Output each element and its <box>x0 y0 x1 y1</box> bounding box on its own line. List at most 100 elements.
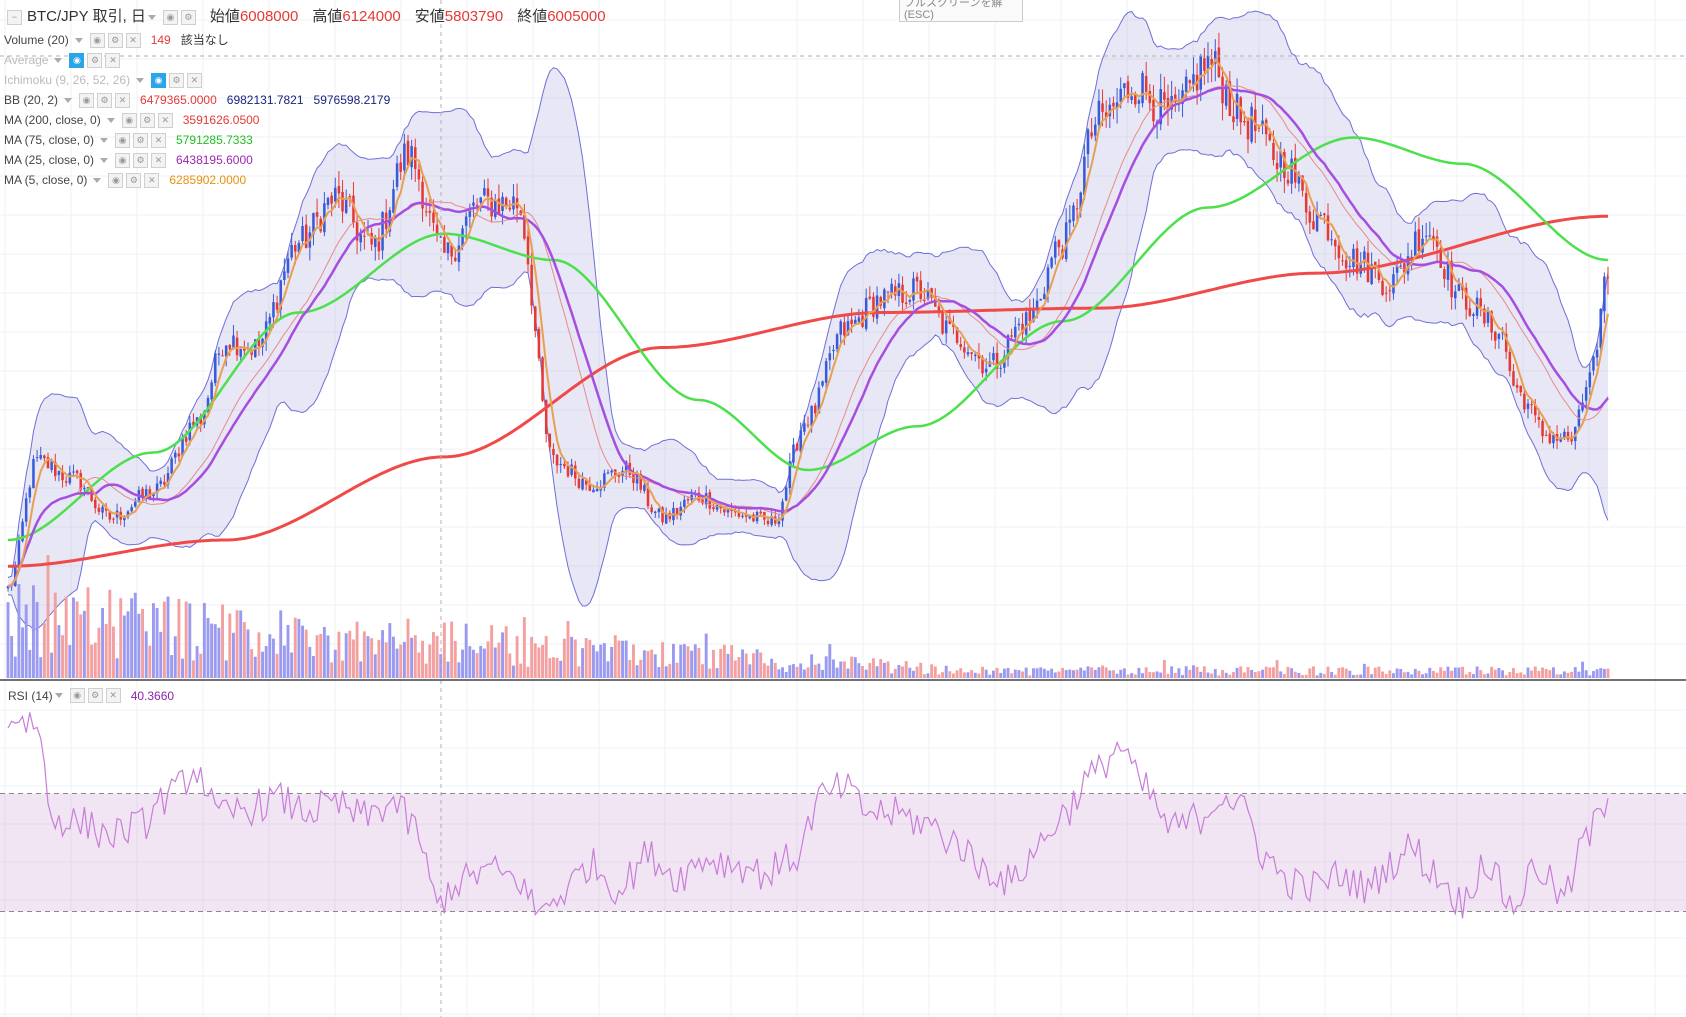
low-label: 安値 <box>414 8 445 25</box>
chevron-down-icon[interactable] <box>136 77 145 83</box>
chevron-down-icon[interactable] <box>64 97 73 103</box>
candle-body <box>112 518 115 520</box>
candle-body <box>1537 417 1541 420</box>
gear-icon[interactable]: ⚙ <box>133 132 149 148</box>
eye-icon[interactable]: ◉ <box>121 112 137 128</box>
candle-body <box>959 344 962 348</box>
eye-icon[interactable]: ◉ <box>69 52 85 68</box>
volume-bar <box>490 625 494 678</box>
close-icon[interactable]: ✕ <box>105 52 121 68</box>
candle-body <box>1348 265 1352 267</box>
volume-bar <box>1392 673 1395 678</box>
volume-bar <box>297 618 301 678</box>
gear-icon[interactable]: ⚙ <box>169 72 185 88</box>
gear-icon[interactable]: ⚙ <box>87 688 103 703</box>
indicator-row: BB (20, 2) ◉ ⚙ ✕ 6479365.0000 6982131.7821 597… <box>4 90 606 110</box>
gear-icon[interactable]: ⚙ <box>139 112 155 128</box>
candle-body <box>1090 132 1093 137</box>
volume-bar <box>850 656 854 678</box>
collapse-icon[interactable]: − <box>7 9 22 25</box>
chevron-down-icon[interactable] <box>100 137 109 143</box>
volume-bar <box>759 652 763 678</box>
candle-body <box>1323 213 1326 216</box>
chevron-down-icon[interactable] <box>100 157 109 163</box>
chevron-down-icon[interactable] <box>74 37 83 43</box>
gear-icon[interactable]: ⚙ <box>97 92 113 108</box>
indicator-label: MA (5, close, 0) <box>4 173 88 187</box>
volume-bar <box>522 617 526 678</box>
candle-body <box>799 430 802 452</box>
candle-body <box>79 472 82 491</box>
eye-icon[interactable]: ◉ <box>115 152 131 168</box>
eye-icon[interactable]: ◉ <box>108 172 124 188</box>
volume-bar <box>508 653 512 678</box>
candle-body <box>977 353 981 359</box>
candle-body <box>97 507 101 512</box>
gear-icon[interactable]: ⚙ <box>87 52 103 68</box>
candle-body <box>937 306 941 314</box>
gear-icon[interactable]: ⚙ <box>133 152 149 168</box>
volume-bar <box>977 673 981 678</box>
chevron-down-icon[interactable] <box>147 14 156 20</box>
candle-body <box>199 416 202 424</box>
volume-bar <box>293 617 297 678</box>
volume-bar <box>224 660 228 678</box>
eye-icon[interactable]: ◉ <box>115 132 131 148</box>
eye-icon[interactable]: ◉ <box>69 688 85 703</box>
candle-body <box>824 361 828 383</box>
volume-bar <box>453 640 457 678</box>
eye-icon[interactable]: ◉ <box>89 32 105 48</box>
candle-body <box>210 382 213 400</box>
volume-bar <box>846 668 850 678</box>
volume-bar <box>1497 667 1501 678</box>
close-icon[interactable]: ✕ <box>187 72 203 88</box>
volume-bar <box>1130 673 1134 678</box>
volume-bar <box>970 670 974 678</box>
gear-icon[interactable]: ⚙ <box>107 32 123 48</box>
volume-bar <box>1250 669 1254 678</box>
volume-bar <box>595 651 599 678</box>
volume-bar <box>1210 673 1214 678</box>
candle-body <box>1435 236 1439 247</box>
volume-bar <box>1290 668 1294 678</box>
gear-icon[interactable]: ⚙ <box>180 9 196 25</box>
candle-body <box>217 353 221 355</box>
chevron-down-icon[interactable] <box>106 117 115 123</box>
eye-icon[interactable]: ◉ <box>79 92 95 108</box>
gear-icon[interactable]: ⚙ <box>126 172 142 188</box>
candle-body <box>544 400 548 435</box>
close-icon[interactable]: ✕ <box>144 172 160 188</box>
volume-bar <box>810 654 814 678</box>
candle-body <box>319 218 322 232</box>
candle-body <box>952 324 955 327</box>
close-icon[interactable]: ✕ <box>151 152 167 168</box>
candle-body <box>923 300 926 302</box>
volume-bar <box>28 649 32 678</box>
volume-bar <box>675 662 679 678</box>
volume-bar <box>973 672 977 678</box>
candle-body <box>286 258 290 273</box>
candle-body <box>1494 331 1497 341</box>
candle-body <box>1446 262 1450 280</box>
bollinger-lower <box>7 149 1609 631</box>
close-icon[interactable]: ✕ <box>151 132 167 148</box>
volume-bar <box>384 642 388 678</box>
candle-body <box>17 540 21 567</box>
chevron-down-icon[interactable] <box>54 57 63 63</box>
open-value: 6008000 <box>239 8 299 25</box>
close-icon[interactable]: ✕ <box>105 688 121 703</box>
close-icon[interactable]: ✕ <box>125 32 141 48</box>
eye-icon[interactable]: ◉ <box>162 9 178 25</box>
chevron-down-icon[interactable] <box>93 177 102 183</box>
close-icon[interactable]: ✕ <box>157 112 173 128</box>
chevron-down-icon[interactable] <box>54 693 63 698</box>
volume-bar <box>1381 671 1384 678</box>
volume-bar <box>352 639 355 678</box>
candle-body <box>1595 349 1599 358</box>
candle-body <box>468 207 472 217</box>
volume-bar <box>679 644 683 678</box>
candle-body <box>1417 229 1421 252</box>
close-icon[interactable]: ✕ <box>115 92 131 108</box>
eye-icon[interactable]: ◉ <box>151 72 167 88</box>
